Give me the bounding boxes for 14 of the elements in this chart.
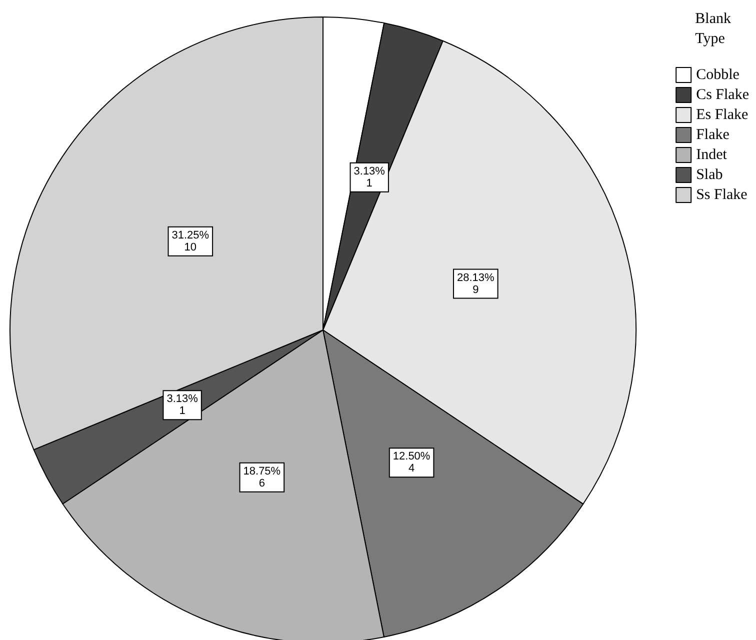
legend-label: Slab: [696, 167, 723, 183]
data-label: 31.25% 10: [172, 229, 210, 254]
legend-title: Blank Type: [695, 11, 732, 47]
legend-label: Indet: [696, 147, 728, 163]
data-label: 12.50% 4: [392, 450, 430, 475]
legend-label: Cs Flake: [696, 87, 750, 103]
data-label: 3.13% 1: [166, 393, 198, 418]
legend-label: Flake: [696, 127, 730, 143]
legend-label: Cobble: [696, 67, 740, 83]
legend-label: Es Flake: [696, 107, 748, 123]
legend-label: Ss Flake: [696, 187, 748, 203]
data-label: 28.13% 9: [457, 272, 495, 296]
data-label: 3.13% 1: [354, 165, 386, 190]
data-label: 18.75% 6: [243, 465, 281, 490]
